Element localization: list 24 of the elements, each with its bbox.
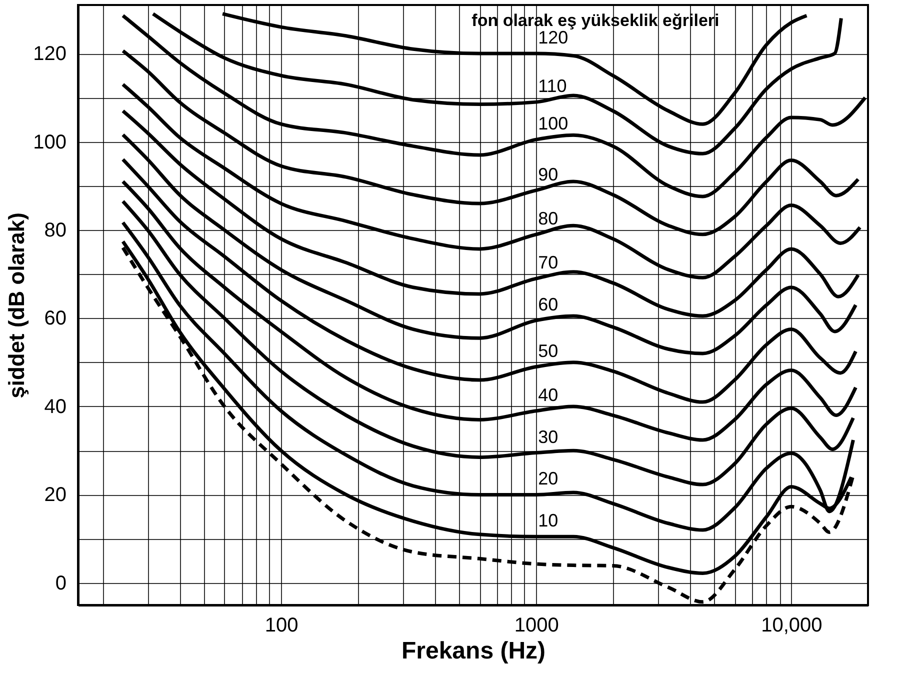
y-tick-label: 100 <box>33 131 66 154</box>
x-tick-label: 100 <box>264 614 298 636</box>
series-label: 50 <box>538 340 558 361</box>
x-axis-title: Frekans (Hz) <box>401 638 546 664</box>
series-label: 30 <box>538 426 558 447</box>
series-label: 40 <box>538 384 558 405</box>
x-tick-label: 1000 <box>514 614 559 636</box>
y-tick-label: 20 <box>44 484 66 506</box>
y-tick-label: 120 <box>33 43 66 66</box>
y-axis-title: şiddet (dB olarak) <box>4 212 30 398</box>
series-label: 70 <box>538 252 558 273</box>
x-tick-label: 10,000 <box>761 614 822 636</box>
series-label: 100 <box>538 114 568 134</box>
series-label: 80 <box>538 208 558 228</box>
y-tick-label: 80 <box>44 220 66 242</box>
y-tick-label: 0 <box>55 572 66 594</box>
series-label: 20 <box>538 468 558 489</box>
series-label: 60 <box>538 294 558 314</box>
series-label: 120 <box>538 28 568 48</box>
y-tick-label: 40 <box>44 396 66 418</box>
y-tick-label: 60 <box>44 308 66 330</box>
series-label: 10 <box>538 510 558 531</box>
series-label: 90 <box>538 164 558 184</box>
series-label: 110 <box>538 76 567 96</box>
